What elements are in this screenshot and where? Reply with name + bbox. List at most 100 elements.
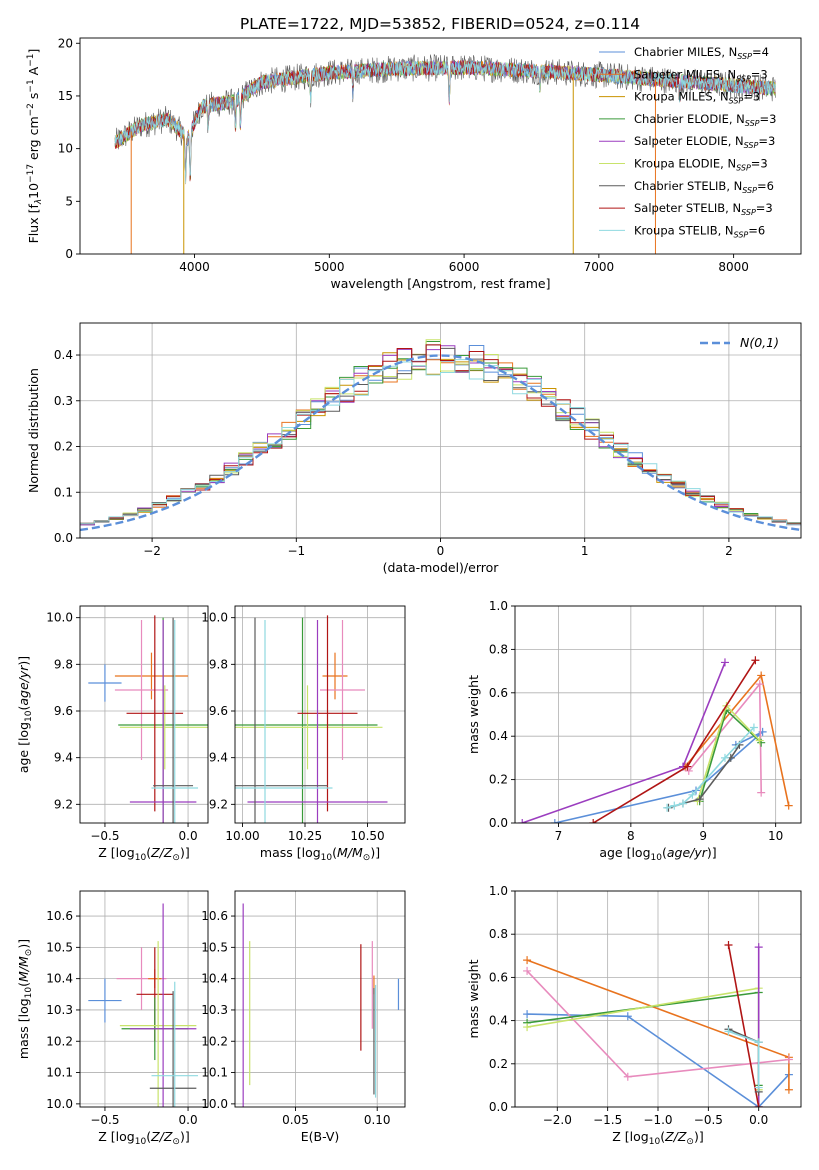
x-tick-label: 0.0 xyxy=(749,1113,768,1127)
age-vs-mass-panel: 10.00 10.25 10.50 9.2 9.4 9.6 9.8 10.0 mass [log… xyxy=(201,605,406,863)
y-tick-label: 10.1 xyxy=(201,1066,228,1080)
data-point-marker xyxy=(749,723,758,732)
y-tick-label: 10.6 xyxy=(201,909,228,923)
data-point-marker xyxy=(755,680,764,689)
legend-item: Salpeter MILES, NSSP=3 xyxy=(599,67,768,83)
y-tick-label: 0.6 xyxy=(489,686,508,700)
axes-frame xyxy=(514,605,802,824)
data-point-marker xyxy=(623,1012,632,1021)
data-point-marker xyxy=(523,956,532,965)
y-tick-label: 15 xyxy=(58,89,73,103)
errorbar-point xyxy=(322,652,348,700)
legend-item: Chabrier ELODIE, NSSP=3 xyxy=(599,112,776,128)
series-line xyxy=(527,1013,790,1107)
data-point-marker xyxy=(751,656,760,665)
axes-frame xyxy=(79,37,802,255)
spectrum-line-kroupa_stelib xyxy=(114,60,776,184)
x-tick-label: 2 xyxy=(725,544,733,558)
y-tick-label: 0.0 xyxy=(54,531,73,545)
legend-label: Chabrier ELODIE, NSSP=3 xyxy=(634,112,776,128)
legend-label: Salpeter MILES, NSSP=3 xyxy=(634,67,768,83)
errorbar-point xyxy=(129,903,197,1107)
y-tick-label: 10.6 xyxy=(46,909,73,923)
x-tick-label: −2.0 xyxy=(543,1113,572,1127)
errorbar-point xyxy=(235,685,383,770)
x-tick-label: 10.50 xyxy=(350,829,384,843)
errorbar-point xyxy=(153,617,194,823)
data-point-marker xyxy=(724,941,733,949)
x-tick-label: −0.5 xyxy=(694,1113,723,1127)
data-point-marker xyxy=(754,1103,763,1107)
legend-label: Kroupa ELODIE, NSSP=3 xyxy=(634,157,768,173)
age-vs-Z-panel: −0.5 0.0 9.2 9.4 9.6 9.8 10.0 Z [log10(Z/Z⊙)] ag… xyxy=(16,605,209,863)
legend-label: Chabrier MILES, NSSP=4 xyxy=(634,45,769,61)
y-tick-label: 9.2 xyxy=(54,797,73,811)
x-tick-label: 0.0 xyxy=(179,1113,198,1127)
y-axis-label: mass weight xyxy=(466,959,481,1038)
panels: Chabrier MILES, NSSP=4 Salpeter MILES, NS… xyxy=(16,36,802,1147)
data-point-marker xyxy=(757,788,766,797)
series-salpeter_stelib xyxy=(724,941,763,1107)
legend-label: Salpeter ELODIE, NSSP=3 xyxy=(634,134,775,150)
y-tick-label: 10.5 xyxy=(201,940,228,954)
data-point-marker xyxy=(695,795,704,804)
y-tick-label: 9.6 xyxy=(209,704,228,718)
y-axis-label: Flux [fλ10−17 erg cm−2 s−1 A−1] xyxy=(26,49,44,244)
age-vs-Z-plot-area xyxy=(88,615,208,823)
x-tick-label: 6000 xyxy=(449,260,480,274)
x-tick-label: 0 xyxy=(437,544,445,558)
y-tick-label: 10.2 xyxy=(46,1034,73,1048)
y-tick-label: 9.6 xyxy=(54,704,73,718)
data-point-marker xyxy=(720,753,729,762)
normal-reference-curve xyxy=(80,354,801,532)
y-tick-label: 0.1 xyxy=(54,485,73,499)
y-tick-label: 10.2 xyxy=(201,1034,228,1048)
x-axis-label: Z [log10(Z/Z⊙)] xyxy=(98,1129,189,1147)
x-tick-label: −1 xyxy=(287,544,305,558)
data-point-marker xyxy=(754,943,763,952)
data-point-marker xyxy=(684,766,693,775)
y-axis-label: age [log10(age/yr)] xyxy=(16,656,34,773)
series-kroupa_stelib xyxy=(663,723,758,812)
y-tick-label: 10.3 xyxy=(46,1003,73,1017)
data-point-marker xyxy=(589,819,598,823)
y-tick-label: 1.0 xyxy=(489,599,508,613)
mass-vs-ebv-plot-area xyxy=(242,903,400,1107)
x-tick-label: 8 xyxy=(627,829,635,843)
y-tick-label: 9.8 xyxy=(209,657,228,671)
mass-vs-Z-plot-area xyxy=(88,903,199,1107)
series-line xyxy=(727,944,760,1107)
y-axis-label: Normed distribution xyxy=(26,368,41,493)
figure-title: PLATE=1722, MJD=53852, FIBERID=0524, z=0… xyxy=(240,15,640,33)
legend-label: Chabrier STELIB, NSSP=6 xyxy=(634,179,774,195)
y-tick-label: 0 xyxy=(65,247,73,261)
massweight-vs-age-panel: 7 8 9 10 0.0 0.2 0.4 0.6 0.8 1.0 age [log10(age/yr… xyxy=(466,599,802,863)
x-tick-label: 4000 xyxy=(179,260,210,274)
y-tick-label: 10 xyxy=(58,142,73,156)
x-tick-label: 8000 xyxy=(718,260,749,274)
legend-item: Salpeter ELODIE, NSSP=3 xyxy=(599,134,775,150)
legend-item: Chabrier MILES, NSSP=4 xyxy=(599,45,769,61)
x-axis-label: Z [log10(Z/Z⊙)] xyxy=(98,845,189,863)
x-tick-label: −1.5 xyxy=(593,1113,622,1127)
y-tick-label: 0.2 xyxy=(489,773,508,787)
massweight-vs-age-plot-area xyxy=(518,656,793,823)
y-tick-label: 0.4 xyxy=(54,348,73,362)
data-point-marker xyxy=(523,1023,532,1032)
data-point-marker xyxy=(757,671,766,680)
data-point-marker xyxy=(688,790,697,799)
y-tick-label: 0.4 xyxy=(489,1014,508,1028)
x-tick-label: −0.5 xyxy=(90,1113,119,1127)
spectrum-plot-area xyxy=(114,53,776,254)
x-tick-label: 9 xyxy=(699,829,707,843)
y-tick-label: 10.4 xyxy=(201,972,228,986)
x-tick-label: 1 xyxy=(581,544,589,558)
series-pink xyxy=(523,966,793,1081)
errorbar-point xyxy=(247,620,388,823)
y-tick-label: 0.8 xyxy=(489,642,508,656)
y-tick-label: 20 xyxy=(58,36,73,50)
errorbar-point xyxy=(88,978,122,1023)
y-tick-label: 0.0 xyxy=(489,816,508,830)
